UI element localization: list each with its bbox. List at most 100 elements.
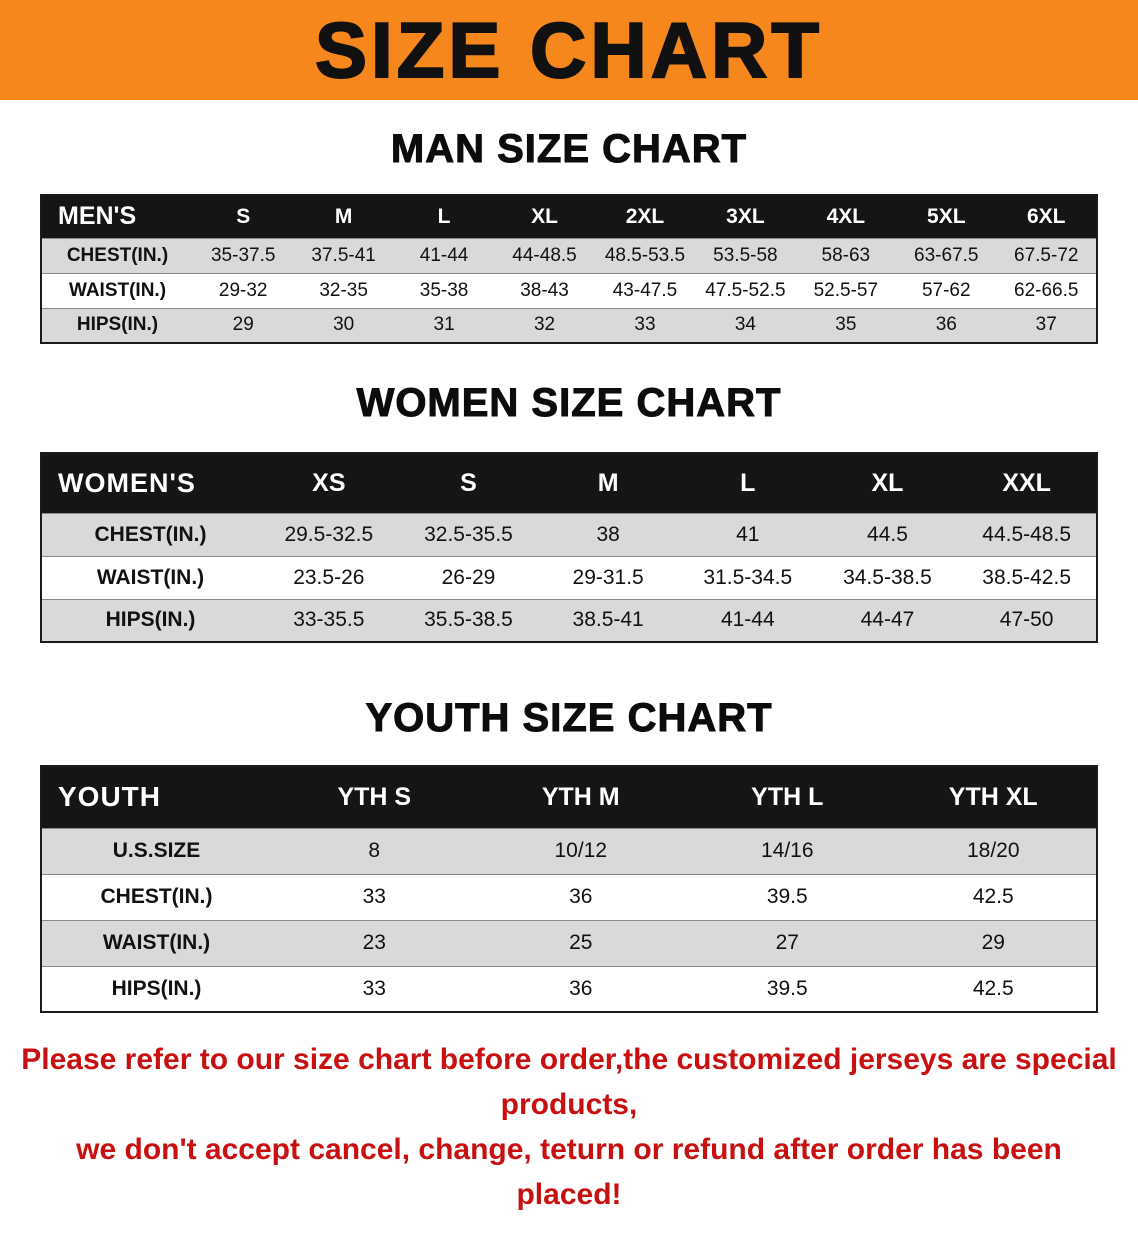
disclaimer-line-2: we don't accept cancel, change, teturn o… [76, 1133, 1062, 1211]
youth-size-value: 39.5 [684, 873, 891, 920]
women-size-value: 29.5-32.5 [259, 512, 399, 556]
youth-row-label: HIPS(IN.) [41, 965, 271, 1012]
youth-size-value: 33 [271, 873, 478, 920]
youth-table-body: U.S.SIZE 8 10/12 14/16 18/20 CHEST(IN.) 33 36 39… [41, 827, 1097, 1012]
women-size-value: 44.5 [817, 512, 958, 556]
youth-size-value: 36 [477, 873, 684, 920]
men-table-row: WAIST(IN.) 29-32 32-35 35-38 38-43 43-47.5 47.… [41, 272, 1097, 308]
youth-row-label: CHEST(IN.) [41, 873, 271, 920]
women-size-value: 31.5-34.5 [677, 555, 818, 599]
women-size-value: 41-44 [677, 598, 818, 642]
youth-row-label: WAIST(IN.) [41, 919, 271, 966]
women-size-table: WOMEN'S XS S M L XL XXL CHEST(IN.) 29.5-32.5 32.5… [40, 452, 1098, 643]
women-size-value: 33-35.5 [259, 598, 399, 642]
men-size-value: 34 [695, 307, 796, 343]
men-size-value: 31 [393, 307, 495, 343]
men-table-row: HIPS(IN.) 29 30 31 32 33 34 35 36 37 [41, 307, 1097, 343]
youth-size-chart-section: YOUTH SIZE CHART YOUTH YTH S YTH M YTH L YTH … [0, 695, 1138, 1013]
women-header-row: WOMEN'S XS S M L XL XXL [41, 453, 1097, 513]
youth-size-header: YTH L [684, 766, 891, 828]
women-size-header: L [677, 453, 818, 513]
women-size-value: 35.5-38.5 [398, 598, 539, 642]
youth-size-value: 14/16 [684, 827, 891, 874]
men-row-label: HIPS(IN.) [41, 307, 193, 343]
youth-size-value: 33 [271, 965, 478, 1012]
men-size-table: MEN'S S M L XL 2XL 3XL 4XL 5XL 6XL CHEST(IN.) 35-37… [40, 194, 1098, 344]
youth-size-value: 42.5 [890, 873, 1097, 920]
men-size-value: 48.5-53.5 [594, 237, 696, 273]
men-header-row: MEN'S S M L XL 2XL 3XL 4XL 5XL 6XL [41, 195, 1097, 238]
youth-table-head: YOUTH YTH S YTH M YTH L YTH XL [41, 766, 1097, 828]
youth-size-header: YTH XL [890, 766, 1097, 828]
men-size-value: 35-37.5 [193, 237, 294, 273]
women-row-label: WAIST(IN.) [41, 555, 259, 599]
women-size-value: 38.5-41 [538, 598, 678, 642]
youth-size-value: 25 [477, 919, 684, 966]
men-size-value: 38-43 [494, 272, 595, 308]
men-size-value: 30 [293, 307, 394, 343]
men-size-value: 36 [896, 307, 997, 343]
women-size-value: 44-47 [817, 598, 958, 642]
youth-header-row: YOUTH YTH S YTH M YTH L YTH XL [41, 766, 1097, 828]
men-size-header: 3XL [695, 195, 796, 238]
youth-size-value: 39.5 [684, 965, 891, 1012]
youth-table-row: HIPS(IN.) 33 36 39.5 42.5 [41, 965, 1097, 1012]
men-size-value: 67.5-72 [996, 237, 1097, 273]
women-size-value: 41 [677, 512, 818, 556]
men-size-value: 41-44 [393, 237, 495, 273]
youth-table-row: WAIST(IN.) 23 25 27 29 [41, 919, 1097, 966]
women-size-header: XS [259, 453, 399, 513]
women-size-value: 23.5-26 [259, 555, 399, 599]
women-size-chart-heading: WOMEN SIZE CHART [356, 381, 782, 426]
youth-size-table: YOUTH YTH S YTH M YTH L YTH XL U.S.SIZE 8 10/12… [40, 765, 1098, 1013]
men-size-value: 37.5-41 [293, 237, 394, 273]
men-size-value: 44-48.5 [494, 237, 595, 273]
women-size-header: M [538, 453, 678, 513]
men-size-value: 32-35 [293, 272, 394, 308]
men-row-label: WAIST(IN.) [41, 272, 193, 308]
charts-container: MAN SIZE CHART MEN'S S M L XL 2XL 3XL 4XL 5XL 6XL C… [0, 126, 1138, 1013]
women-size-value: 26-29 [398, 555, 539, 599]
men-size-header: M [293, 195, 394, 238]
men-size-value: 29-32 [193, 272, 294, 308]
women-size-value: 44.5-48.5 [957, 512, 1097, 556]
youth-size-value: 36 [477, 965, 684, 1012]
youth-size-value: 10/12 [477, 827, 684, 874]
men-size-value: 53.5-58 [695, 237, 796, 273]
women-size-value: 47-50 [957, 598, 1097, 642]
youth-size-header: YTH S [271, 766, 478, 828]
size-chart-banner: SIZE CHART [0, 0, 1138, 100]
men-size-value: 29 [193, 307, 294, 343]
women-table-row: WAIST(IN.) 23.5-26 26-29 29-31.5 31.5-34.5 34… [41, 555, 1097, 599]
women-row-label: HIPS(IN.) [41, 598, 259, 642]
youth-size-value: 42.5 [890, 965, 1097, 1012]
men-size-value: 58-63 [795, 237, 897, 273]
women-row-label: CHEST(IN.) [41, 512, 259, 556]
men-size-chart-section: MAN SIZE CHART MEN'S S M L XL 2XL 3XL 4XL 5XL 6XL C… [0, 126, 1138, 344]
youth-size-chart-heading: YOUTH SIZE CHART [365, 696, 773, 741]
women-size-header: XXL [957, 453, 1097, 513]
women-size-value: 29-31.5 [538, 555, 678, 599]
youth-table-row: CHEST(IN.) 33 36 39.5 42.5 [41, 873, 1097, 920]
women-table-head: WOMEN'S XS S M L XL XXL [41, 453, 1097, 513]
men-size-header: 5XL [896, 195, 997, 238]
youth-size-value: 27 [684, 919, 891, 966]
women-size-header: XL [817, 453, 958, 513]
youth-size-value: 8 [271, 827, 478, 874]
men-row-label: CHEST(IN.) [41, 237, 193, 273]
women-table-body: CHEST(IN.) 29.5-32.5 32.5-35.5 38 41 44.5 44.5… [41, 512, 1097, 642]
men-size-header: S [193, 195, 294, 238]
youth-size-value: 23 [271, 919, 478, 966]
women-size-value: 38 [538, 512, 678, 556]
men-size-value: 43-47.5 [594, 272, 696, 308]
men-table-body: CHEST(IN.) 35-37.5 37.5-41 41-44 44-48.5 48.5… [41, 237, 1097, 343]
women-size-value: 32.5-35.5 [398, 512, 539, 556]
men-category-header: MEN'S [41, 195, 193, 238]
men-size-value: 33 [594, 307, 696, 343]
women-size-chart-section: WOMEN SIZE CHART WOMEN'S XS S M L XL XXL CHEST(I… [0, 380, 1138, 643]
men-size-value: 63-67.5 [896, 237, 997, 273]
disclaimer-line-1: Please refer to our size chart before or… [21, 1043, 1117, 1121]
youth-size-header: YTH M [477, 766, 684, 828]
men-size-value: 52.5-57 [795, 272, 897, 308]
